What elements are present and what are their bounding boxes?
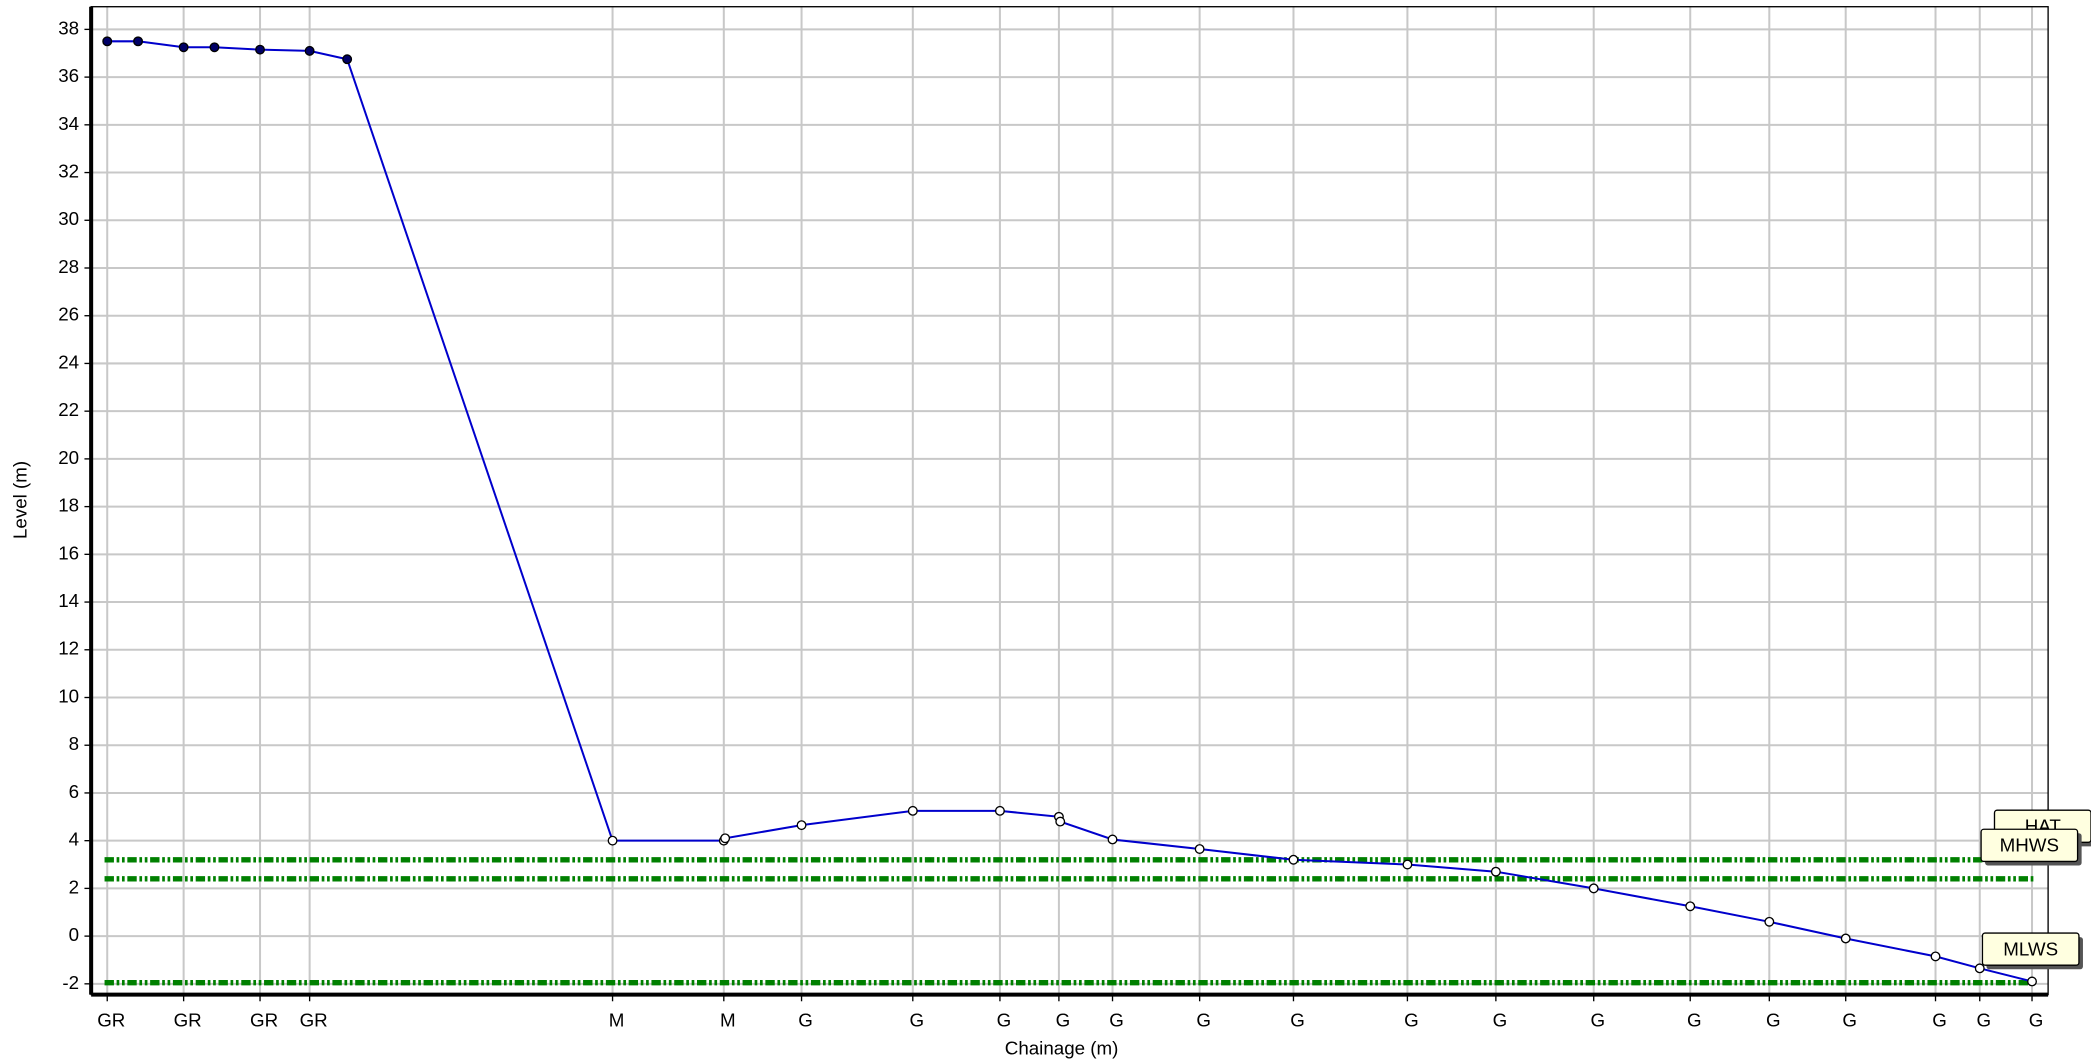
point <box>1764 916 1775 927</box>
point <box>1930 951 1941 962</box>
x-tick-label: G <box>1766 1009 1781 1030</box>
point <box>907 805 918 816</box>
point <box>209 42 220 53</box>
x-tick-label: G <box>2029 1009 2044 1030</box>
x-tick-label: G <box>798 1009 813 1030</box>
y-tick-label: 18 <box>58 495 79 516</box>
point <box>796 820 807 831</box>
y-tick-label: 28 <box>58 256 79 277</box>
x-tick-label: GR <box>174 1009 202 1030</box>
x-tick-label: G <box>1056 1009 1071 1030</box>
point <box>1974 963 1985 974</box>
y-tick-label: 38 <box>58 17 79 38</box>
point <box>102 36 113 47</box>
point <box>1490 866 1501 877</box>
y-tick-label: 2 <box>69 876 79 897</box>
label-box <box>1981 932 2080 966</box>
x-tick-label: G <box>1290 1009 1305 1030</box>
point <box>1685 901 1696 912</box>
x-tick-label: G <box>1590 1009 1605 1030</box>
point <box>178 42 189 53</box>
y-tick-label: 32 <box>58 161 79 182</box>
point <box>607 835 618 846</box>
label-text: MHWS <box>2000 835 2059 856</box>
point <box>1107 834 1118 845</box>
label-box <box>1980 828 2079 863</box>
x-tick-label: G <box>1109 1009 1124 1030</box>
x-tick-label: G <box>1976 1009 1991 1030</box>
series-connector <box>346 58 614 841</box>
y-tick-label: 24 <box>58 351 79 372</box>
point <box>1588 883 1599 894</box>
y-tick-label: 14 <box>58 590 79 611</box>
point <box>1288 854 1299 865</box>
point <box>1402 859 1413 870</box>
y-tick-label: -2 <box>62 972 79 993</box>
x-tick-label: M <box>720 1009 736 1030</box>
reference-label: MHWS <box>1980 828 2082 866</box>
y-tick-label: 22 <box>58 399 79 420</box>
x-tick-label: GR <box>250 1009 278 1030</box>
y-tick-label: 34 <box>58 113 79 134</box>
y-tick-label: 8 <box>69 733 79 754</box>
y-tick-label: 12 <box>58 638 79 659</box>
y-axis-label: Level (m) <box>9 461 30 539</box>
y-tick-label: 10 <box>58 685 79 706</box>
y-tick-label: 26 <box>58 304 79 325</box>
point <box>255 44 265 55</box>
y-tick-label: 20 <box>58 447 79 468</box>
y-tick-label: 6 <box>69 781 79 802</box>
x-tick-label: G <box>1404 1009 1419 1030</box>
point <box>720 833 731 844</box>
point <box>304 45 315 56</box>
x-tick-label: M <box>609 1009 625 1030</box>
point <box>994 805 1005 816</box>
x-tick-label: G <box>1932 1009 1947 1030</box>
point <box>1194 844 1205 854</box>
y-tick-label: 16 <box>58 542 79 563</box>
x-tick-label: G <box>1493 1009 1508 1030</box>
x-tick-label: G <box>1196 1009 1211 1030</box>
y-tick-label: 0 <box>69 924 79 945</box>
point <box>1055 816 1066 827</box>
x-tick-label: G <box>910 1009 925 1030</box>
point <box>1840 933 1851 944</box>
label-text: MLWS <box>2003 938 2058 959</box>
x-axis-label: Chainage (m) <box>1005 1037 1119 1058</box>
x-tick-label: G <box>997 1009 1012 1030</box>
y-tick-label: 36 <box>58 65 79 86</box>
point <box>2027 976 2037 987</box>
y-tick-label: 4 <box>69 829 79 850</box>
reference-label: MLWS <box>1981 932 2083 970</box>
x-tick-label: GR <box>300 1009 328 1030</box>
x-tick-label: GR <box>97 1009 125 1030</box>
series-line <box>612 809 2033 983</box>
x-tick-label: G <box>1842 1009 1857 1030</box>
x-tick-label: G <box>1687 1009 1702 1030</box>
point <box>342 54 353 65</box>
point <box>133 36 144 47</box>
y-tick-label: 30 <box>58 208 79 229</box>
